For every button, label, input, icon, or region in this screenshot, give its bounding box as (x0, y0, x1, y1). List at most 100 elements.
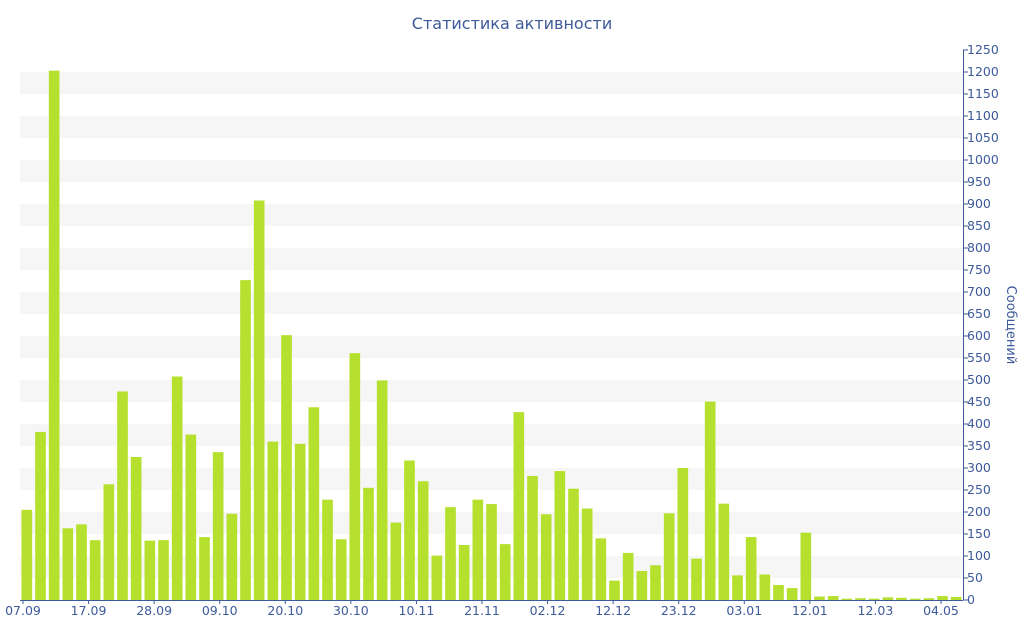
bar (704, 401, 716, 600)
bar (404, 460, 415, 600)
y-axis-title: Сообщений (1003, 286, 1018, 365)
bar (855, 598, 866, 600)
y-tick-label: 1150 (967, 86, 999, 101)
y-tick-label: 400 (967, 416, 991, 431)
grid-band (20, 336, 963, 358)
bar (513, 412, 525, 600)
grid-band (20, 160, 963, 182)
bar (431, 555, 443, 600)
y-tick-label: 650 (967, 306, 991, 321)
y-tick-label: 150 (967, 526, 991, 541)
bar (868, 598, 880, 600)
bar (62, 528, 74, 600)
bar (390, 522, 402, 600)
bar (308, 407, 320, 600)
bars (21, 70, 962, 601)
bar (663, 513, 675, 600)
grid-band (20, 204, 963, 226)
y-tick-label: 300 (967, 460, 991, 475)
bar (144, 540, 156, 600)
grid-band (20, 424, 963, 446)
x-tick-label: 12.03 (858, 603, 894, 618)
bar (117, 391, 128, 600)
bar (472, 499, 484, 600)
bar (773, 585, 784, 600)
bar (35, 431, 46, 600)
bar (923, 598, 935, 600)
x-tick-label: 30.10 (333, 603, 369, 618)
chart-title: Статистика активности (411, 14, 613, 33)
x-tick-label: 03.01 (726, 603, 762, 618)
grid-bands (20, 72, 963, 578)
y-tick-label: 700 (967, 284, 991, 299)
bar (349, 353, 361, 600)
bar (240, 280, 251, 600)
bar (909, 598, 921, 600)
x-tick-label: 04.05 (923, 603, 959, 618)
bar (376, 380, 388, 600)
y-tick-label: 950 (967, 174, 991, 189)
y-tick-label: 1250 (967, 42, 999, 57)
grid-band (20, 72, 963, 94)
bar (199, 537, 210, 600)
y-tick-label: 50 (967, 570, 983, 585)
y-tick-label: 350 (967, 438, 991, 453)
bar (185, 434, 197, 600)
bar (363, 487, 374, 600)
bar (554, 471, 566, 600)
bar (335, 539, 347, 600)
bar (540, 514, 552, 600)
bar (158, 540, 169, 600)
bar (650, 565, 661, 600)
y-tick-label: 750 (967, 262, 991, 277)
grid-band (20, 292, 963, 314)
y-tick-label: 900 (967, 196, 991, 211)
x-tick-label: 21.11 (464, 603, 500, 618)
bar (130, 457, 142, 600)
bar (212, 452, 224, 600)
bar (732, 575, 743, 600)
x-tick-label: 07.09 (5, 603, 41, 618)
y-tick-label: 0 (967, 592, 975, 607)
bar (89, 540, 101, 600)
bar (814, 596, 825, 600)
bar (253, 200, 265, 601)
y-tick-label: 850 (967, 218, 991, 233)
bar (882, 597, 894, 600)
bar (294, 443, 306, 600)
grid-band (20, 116, 963, 138)
x-tick-label: 12.01 (792, 603, 828, 618)
bar (568, 488, 579, 600)
bar (937, 596, 948, 600)
bar (827, 596, 839, 600)
y-tick-label: 1050 (967, 130, 999, 145)
x-tick-label: 17.09 (71, 603, 107, 618)
x-tick-label: 09.10 (202, 603, 238, 618)
y-tick-label: 1200 (967, 64, 999, 79)
bar (622, 552, 634, 600)
bar (636, 570, 648, 600)
bar (527, 475, 538, 600)
bar (841, 598, 853, 600)
grid-band (20, 380, 963, 402)
bar (21, 509, 33, 600)
bar (595, 538, 607, 600)
y-tick-label: 800 (967, 240, 991, 255)
y-tick-label: 550 (967, 350, 991, 365)
bar (950, 596, 962, 600)
bar (691, 558, 702, 600)
x-tick-label: 12.12 (595, 603, 631, 618)
bar (48, 70, 60, 601)
bar (445, 507, 456, 600)
x-tick-label: 23.12 (661, 603, 697, 618)
bar (486, 504, 497, 600)
bar (786, 588, 798, 600)
x-tick-label: 02.12 (530, 603, 566, 618)
bar (609, 580, 620, 600)
bar (226, 513, 238, 600)
bar (745, 537, 757, 600)
bar (896, 597, 907, 600)
bar (322, 499, 333, 600)
bar (718, 503, 730, 600)
